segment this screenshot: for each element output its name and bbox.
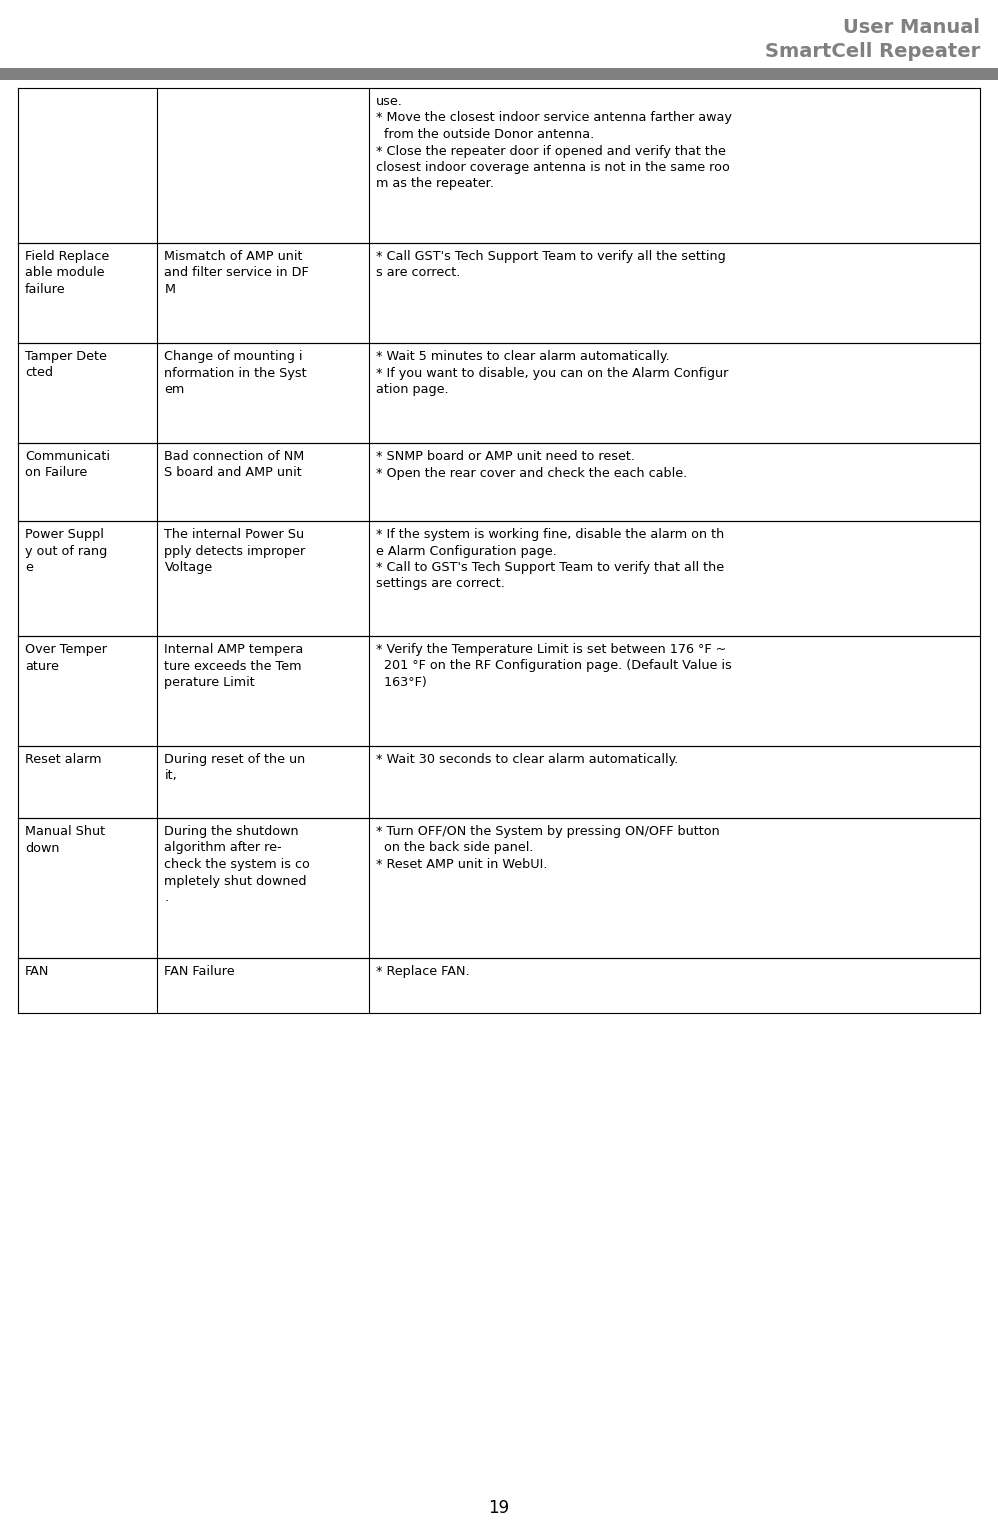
Text: During the shutdown
algorithm after re-
check the system is co
mpletely shut dow: During the shutdown algorithm after re- … [165,824,310,904]
Text: * Verify the Temperature Limit is set between 176 °F ~
  201 °F on the RF Config: * Verify the Temperature Limit is set be… [376,643,732,689]
Text: Tamper Dete
cted: Tamper Dete cted [25,351,107,380]
Text: * Call GST's Tech Support Team to verify all the setting
s are correct.: * Call GST's Tech Support Team to verify… [376,251,726,280]
Text: FAN Failure: FAN Failure [165,964,236,978]
Text: Mismatch of AMP unit
and filter service in DF
M: Mismatch of AMP unit and filter service … [165,251,309,295]
Text: * Wait 30 seconds to clear alarm automatically.: * Wait 30 seconds to clear alarm automat… [376,754,679,766]
Text: * SNMP board or AMP unit need to reset.
* Open the rear cover and check the each: * SNMP board or AMP unit need to reset. … [376,451,688,480]
Text: FAN: FAN [25,964,49,978]
Bar [0,68,998,80]
Text: Over Temper
ature: Over Temper ature [25,643,107,672]
Text: The internal Power Su
pply detects improper
Voltage: The internal Power Su pply detects impro… [165,528,305,574]
Text: * Turn OFF/ON the System by pressing ON/OFF button
  on the back side panel.
* R: * Turn OFF/ON the System by pressing ON/… [376,824,720,871]
Text: Change of mounting i
nformation in the Syst
em: Change of mounting i nformation in the S… [165,351,307,395]
Text: Communicati
on Failure: Communicati on Failure [25,451,110,480]
Text: use.
* Move the closest indoor service antenna farther away
  from the outside D: use. * Move the closest indoor service a… [376,95,732,191]
Text: * If the system is working fine, disable the alarm on th
e Alarm Configuration p: * If the system is working fine, disable… [376,528,725,591]
Text: 19: 19 [488,1500,510,1516]
Text: Internal AMP tempera
ture exceeds the Tem
perature Limit: Internal AMP tempera ture exceeds the Te… [165,643,303,689]
Text: Field Replace
able module
failure: Field Replace able module failure [25,251,109,295]
Text: During reset of the un
it,: During reset of the un it, [165,754,305,783]
Text: Power Suppl
y out of rang
e: Power Suppl y out of rang e [25,528,107,574]
Text: Bad connection of NM
S board and AMP unit: Bad connection of NM S board and AMP uni… [165,451,304,480]
Text: * Replace FAN.: * Replace FAN. [376,964,470,978]
Text: User Manual: User Manual [843,18,980,37]
Text: * Wait 5 minutes to clear alarm automatically.
* If you want to disable, you can: * Wait 5 minutes to clear alarm automati… [376,351,729,395]
Text: SmartCell Repeater: SmartCell Repeater [764,42,980,62]
Text: Manual Shut
down: Manual Shut down [25,824,105,855]
Text: Reset alarm: Reset alarm [25,754,102,766]
